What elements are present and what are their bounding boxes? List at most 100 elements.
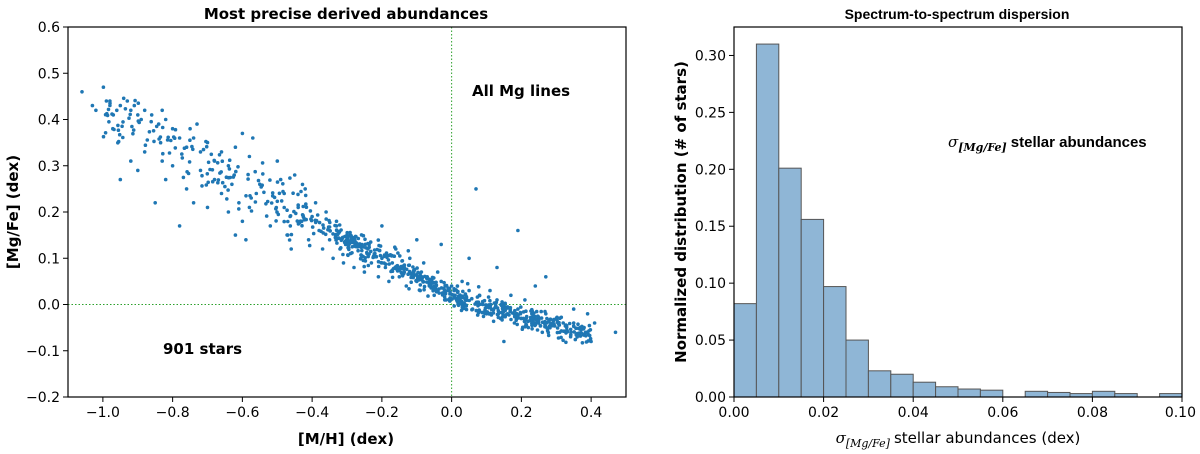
- scatter-point: [167, 151, 172, 155]
- scatter-point: [407, 263, 412, 268]
- scatter-point: [427, 280, 432, 284]
- x-tick-label: −0.6: [225, 405, 259, 421]
- scatter-point: [256, 178, 261, 183]
- scatter-point: [320, 247, 325, 251]
- scatter-point: [248, 194, 252, 198]
- scatter-point: [116, 128, 121, 132]
- scatter-point: [304, 202, 308, 206]
- scatter-point: [516, 228, 520, 233]
- scatter-point: [423, 274, 427, 279]
- scatter-point: [359, 233, 364, 237]
- scatter-point: [580, 341, 585, 345]
- scatter-point: [301, 204, 306, 209]
- x-tick-label: −0.8: [156, 405, 190, 421]
- scatter-point: [121, 120, 125, 124]
- scatter-point: [80, 90, 84, 94]
- x-tick-label: 0.4: [580, 405, 602, 421]
- scatter-point: [247, 205, 252, 210]
- scatter-point: [442, 286, 446, 291]
- scatter-point: [131, 128, 136, 132]
- x-tick-label: −0.2: [365, 405, 399, 421]
- scatter-point: [367, 245, 372, 250]
- scatter-point: [516, 307, 520, 311]
- scatter-point: [220, 180, 225, 185]
- scatter-point: [505, 305, 510, 309]
- scatter-point: [579, 331, 584, 335]
- scatter-point: [404, 267, 409, 272]
- scatter-point: [431, 285, 435, 290]
- scatter-point: [496, 311, 501, 315]
- scatter-point: [390, 269, 395, 274]
- scatter-point: [227, 158, 232, 162]
- scatter-point: [572, 330, 576, 334]
- scatter-point: [110, 112, 114, 116]
- x-tick-label: −0.4: [295, 405, 329, 421]
- scatter-point: [524, 322, 528, 327]
- scatter-point: [272, 195, 277, 200]
- scatter-point: [488, 288, 492, 293]
- scatter-point: [476, 310, 481, 315]
- scatter-point: [101, 134, 106, 139]
- scatter-point: [460, 279, 464, 284]
- scatter-point: [253, 200, 258, 204]
- scatter-point: [417, 288, 422, 292]
- y-tick-label: 0.20: [695, 162, 726, 178]
- scatter-point: [104, 99, 109, 103]
- scatter-point: [233, 233, 238, 237]
- scatter-point: [422, 287, 426, 292]
- scatter-point: [574, 332, 578, 337]
- scatter-point: [142, 108, 147, 113]
- scatter-point: [186, 171, 191, 176]
- scatter-point: [170, 164, 175, 168]
- scatter-point: [358, 257, 363, 261]
- scatter-point: [444, 298, 448, 302]
- scatter-point: [349, 233, 353, 238]
- scatter-point: [486, 295, 491, 299]
- scatter-point: [136, 168, 140, 173]
- scatter-point: [265, 199, 270, 204]
- scatter-point: [348, 230, 352, 235]
- scatter-point: [587, 323, 592, 328]
- scatter-point: [169, 138, 173, 143]
- histogram-bar: [1047, 391, 1071, 398]
- scatter-point: [299, 189, 303, 194]
- scatter-point: [352, 265, 356, 270]
- scatter-point: [496, 315, 501, 320]
- scatter-point: [233, 145, 238, 149]
- scatter-point: [467, 298, 472, 303]
- scatter-point: [432, 276, 436, 280]
- scatter-point: [306, 238, 311, 242]
- scatter-point: [123, 107, 128, 111]
- scatter-point: [308, 209, 313, 213]
- scatter-point: [613, 330, 618, 335]
- scatter-point: [449, 284, 454, 288]
- scatter-point: [310, 225, 315, 229]
- histogram-bar: [823, 286, 847, 398]
- scatter-point: [226, 175, 231, 180]
- scatter-point: [345, 230, 350, 235]
- scatter-point: [297, 220, 302, 225]
- scatter-point: [247, 154, 252, 159]
- scatter-point: [246, 177, 250, 181]
- scatter-point: [435, 270, 440, 274]
- scatter-point: [172, 136, 177, 140]
- scatter-point: [387, 262, 392, 266]
- scatter-point: [200, 173, 204, 178]
- scatter-point: [210, 179, 215, 184]
- scatter-point: [269, 201, 274, 205]
- scatter-point: [200, 184, 204, 188]
- scatter-point: [432, 293, 437, 298]
- scatter-point: [133, 98, 137, 103]
- scatter-point: [237, 207, 241, 211]
- y-tick-label: −0.1: [26, 344, 60, 360]
- scatter-point: [444, 283, 449, 288]
- scatter-point: [349, 237, 354, 242]
- scatter-point: [361, 254, 365, 259]
- scatter-point: [291, 191, 295, 195]
- scatter-point: [205, 172, 210, 176]
- scatter-point: [129, 108, 133, 113]
- scatter-point: [362, 270, 367, 274]
- scatter-point: [514, 318, 518, 323]
- xlabel-sigma: σ: [836, 429, 847, 447]
- scatter-point: [535, 328, 540, 332]
